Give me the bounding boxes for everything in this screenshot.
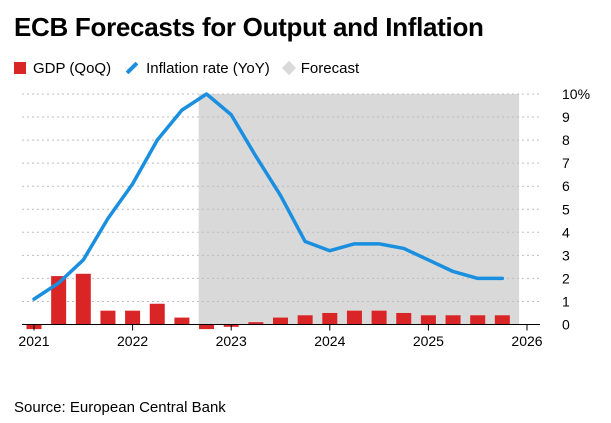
gdp-bar [371,310,387,325]
gdp-bar [322,312,338,325]
legend-label-forecast: Forecast [300,59,360,77]
gdp-bar [51,276,67,325]
inflation-line [32,92,505,301]
x-tick-label: 2022 [117,333,148,349]
gdp-bar [199,324,215,330]
gdp-bar [125,310,141,325]
legend-item-forecast: Forecast [281,59,360,77]
gdp-bar [75,273,91,325]
y-tick-label: 6 [562,178,570,194]
gdp-bar [149,303,165,325]
gdp-bar [174,317,190,325]
gdp-bar [420,315,436,325]
gdp-bar [100,310,116,325]
x-tick-label: 2025 [413,333,444,349]
y-tick-label: 9 [562,109,570,125]
legend-item-inflation: Inflation rate (YoY) [125,60,270,77]
gdp-bar [248,322,264,325]
y-tick-label: 10% [562,86,590,102]
y-tick-label: 8 [562,132,570,148]
gdp-bar [297,315,313,325]
legend-label-gdp: GDP (QoQ) [33,59,112,77]
x-tick-label: 2021 [18,333,49,349]
legend-swatch-gdp [14,62,26,74]
y-tick-label: 3 [562,247,570,263]
gdp-bar [445,315,461,325]
x-tick-label: 2023 [216,333,247,349]
legend-label-inflation: Inflation rate (YoY) [146,59,270,77]
y-tick-label: 5 [562,201,570,217]
gdp-bar [346,310,362,325]
source-note: Source: European Central Bank [14,399,226,416]
y-tick-label: 2 [562,270,570,286]
x-tick-label: 2026 [511,333,542,349]
y-tick-label: 4 [562,224,570,240]
gdp-bar [470,315,486,325]
y-tick-label: 7 [562,155,570,171]
gdp-bar [273,317,288,325]
x-tick-label: 2024 [314,333,345,349]
legend-item-gdp: GDP (QoQ) [14,60,111,77]
gdp-bar [396,312,412,325]
y-tick-label: 1 [562,293,570,309]
chart-title: ECB Forecasts for Output and Inflation [14,12,484,42]
y-tick-label: 0 [562,317,570,333]
gdp-bar [494,315,510,325]
legend: GDP (QoQ) Inflation rate (YoY) Forecast [14,58,373,78]
